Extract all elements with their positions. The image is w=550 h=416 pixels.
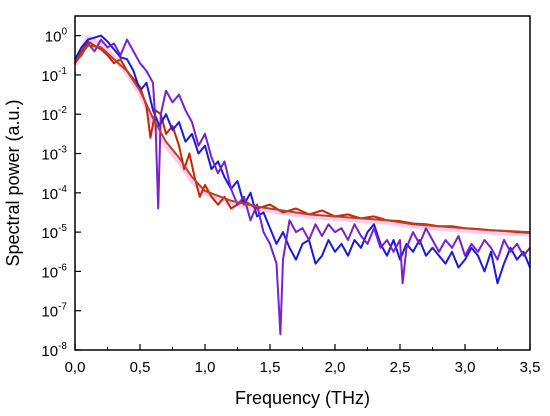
x-tick-label: 2,5	[390, 359, 411, 376]
x-tick-label: 3,5	[520, 359, 541, 376]
x-axis-title: Frequency (THz)	[235, 388, 370, 408]
y-tick-label: 10-8	[41, 341, 67, 360]
y-tick-label: 10-6	[41, 262, 67, 281]
series-line-4	[74, 38, 531, 336]
y-tick-label: 10-1	[41, 66, 67, 85]
x-tick-label: 1,0	[195, 359, 216, 376]
x-tick-label: 0,0	[65, 359, 86, 376]
x-tick-label: 1,5	[260, 359, 281, 376]
y-tick-label: 10-2	[41, 105, 67, 124]
x-axis: 0,0 0,5 1,0 1,5 2,0 2,5 3,0 3,5	[65, 344, 541, 376]
y-tick-label: 10-3	[41, 145, 67, 164]
series-line-2	[74, 40, 531, 234]
y-axis: 100 10-1 10-2 10-3 10-4 10-5 10-6 10-7 10-8	[41, 27, 81, 360]
y-axis-title: Spectral power (a.u.)	[3, 99, 23, 266]
y-tick-label: 100	[45, 27, 68, 46]
x-tick-label: 0,5	[130, 359, 151, 376]
y-tick-label: 10-5	[41, 223, 67, 242]
y-tick-label: 10-7	[41, 302, 67, 321]
y-tick-label: 10-4	[41, 184, 67, 203]
x-tick-label: 3,0	[455, 359, 476, 376]
series-layer	[72, 34, 531, 336]
x-tick-label: 2,0	[325, 359, 346, 376]
series-line-3	[74, 34, 531, 285]
series-line-5	[74, 44, 531, 234]
